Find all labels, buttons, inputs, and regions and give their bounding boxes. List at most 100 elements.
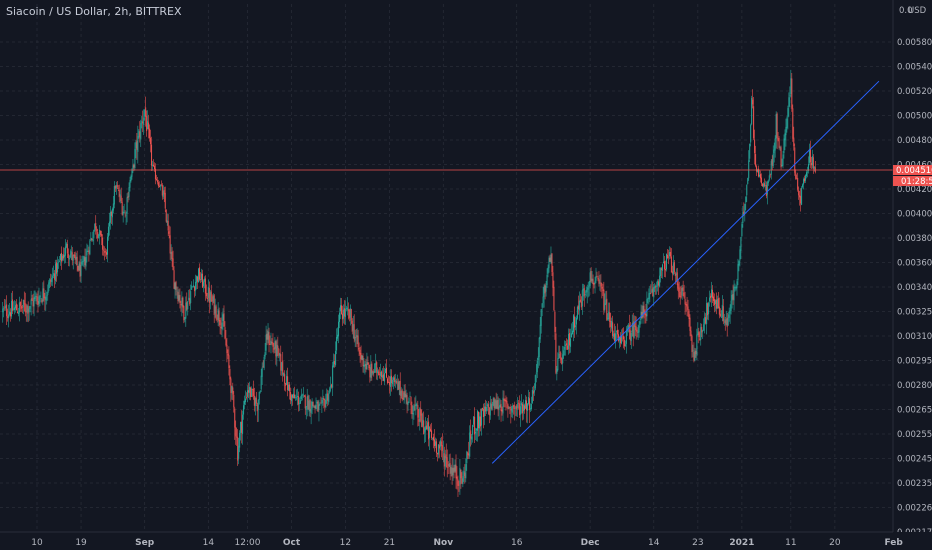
candle-up — [46, 295, 48, 296]
price-tick-label: 0.00255000 — [897, 430, 932, 440]
candle-up — [721, 304, 723, 318]
candle-up — [536, 360, 538, 373]
candle-down — [430, 428, 432, 432]
candle-up — [187, 301, 189, 310]
time-scale[interactable] — [0, 532, 932, 550]
candle-up — [427, 422, 429, 430]
candle-down — [670, 256, 672, 273]
candle-up — [424, 428, 426, 433]
candle-down — [617, 329, 619, 335]
candle-down — [732, 294, 734, 300]
candle-up — [292, 393, 294, 399]
candle-down — [223, 313, 225, 327]
candle-down — [677, 283, 679, 289]
candle-down — [688, 310, 690, 320]
candle-up — [306, 396, 308, 408]
candle-down — [284, 374, 286, 384]
candle-up — [557, 358, 559, 371]
candle-down — [323, 398, 325, 401]
candle-up — [546, 274, 548, 286]
candle-down — [272, 342, 274, 347]
candle-down — [516, 405, 518, 410]
candle-down — [67, 254, 69, 259]
candle-up — [591, 278, 593, 281]
candle-down — [37, 301, 39, 305]
candle-down — [478, 411, 480, 429]
price-scale[interactable] — [893, 0, 932, 550]
trendline-drawing[interactable] — [491, 80, 880, 464]
candle-up — [452, 467, 454, 476]
candle-down — [153, 165, 155, 170]
candle-up — [766, 182, 768, 195]
candle-up — [125, 214, 127, 216]
candle-up — [454, 464, 456, 472]
candle-down — [103, 249, 105, 251]
candle-up — [329, 388, 331, 393]
candle-down — [495, 400, 497, 409]
candle-up — [128, 187, 130, 197]
candle-up — [318, 404, 320, 410]
candle-down — [277, 345, 279, 349]
candle-down — [780, 147, 782, 168]
candle-up — [409, 396, 411, 397]
candle-up — [11, 300, 13, 317]
candle-up — [730, 300, 732, 311]
candle-down — [334, 360, 336, 365]
candle-down — [199, 279, 201, 280]
candle-up — [122, 211, 124, 215]
candle-down — [172, 258, 174, 271]
time-scale-labels: 10 19 Sep 14 12:00 Oct 12 21 Nov 16 Dec 14 23 2021 11 2… — [31, 538, 903, 548]
candle-up — [786, 118, 788, 128]
candle-up — [619, 336, 621, 341]
candle-up — [556, 368, 558, 375]
candle-down — [602, 289, 604, 291]
candle-up — [738, 261, 740, 266]
candle-down — [717, 298, 719, 308]
candle-up — [55, 263, 57, 282]
candle-up — [310, 408, 312, 413]
candle-up — [496, 400, 498, 409]
candle-up — [517, 403, 519, 408]
candle-up — [72, 254, 74, 261]
candle-down — [474, 416, 476, 435]
candle-down — [597, 278, 599, 280]
candle-down — [479, 416, 481, 427]
candle-down — [177, 291, 179, 302]
currency-label[interactable]: USD — [908, 6, 927, 16]
candle-down — [569, 333, 571, 346]
candle-down — [490, 403, 492, 409]
candle-down — [208, 288, 210, 303]
candle-up — [57, 263, 59, 273]
candle-down — [271, 342, 273, 344]
candle-up — [805, 172, 807, 177]
candle-up — [140, 123, 142, 140]
candle-up — [515, 406, 517, 409]
candle-down — [705, 317, 707, 324]
candle-down — [182, 297, 184, 308]
candle-down — [387, 381, 389, 383]
trendline[interactable] — [491, 80, 880, 464]
candle-up — [52, 275, 54, 279]
candle-down — [763, 183, 765, 187]
candle-up — [767, 180, 769, 184]
candle-down — [20, 305, 22, 309]
candle-up — [34, 296, 36, 299]
candle-down — [421, 413, 423, 427]
candle-up — [520, 406, 522, 415]
candle-up — [159, 184, 161, 187]
candle-down — [468, 453, 470, 456]
price-axis-top-label: 0.0 — [899, 6, 913, 16]
candle-up — [131, 169, 133, 177]
candle-up — [286, 376, 288, 385]
candle-up — [647, 297, 649, 299]
candle-down — [501, 409, 503, 412]
candle-down — [368, 364, 370, 369]
candle-up — [727, 317, 729, 326]
price-tick-label: 0.00580000 — [897, 38, 932, 48]
candle-up — [646, 298, 648, 317]
candle-up — [439, 440, 441, 447]
candle-up — [576, 306, 578, 319]
candle-up — [344, 308, 346, 318]
candle-down — [752, 99, 754, 105]
